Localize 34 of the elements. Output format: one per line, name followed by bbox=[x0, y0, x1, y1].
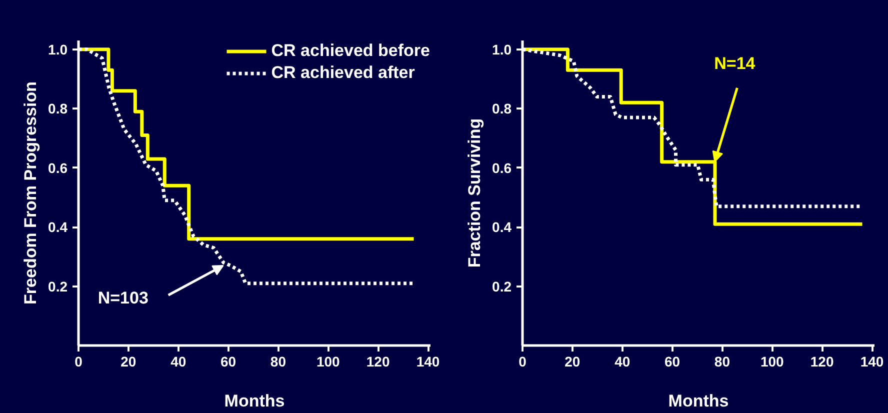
y-tick-label: 0.2 bbox=[48, 278, 68, 294]
x-tick-label: 80 bbox=[270, 354, 286, 370]
y-tick-label: 0.8 bbox=[492, 100, 512, 117]
y-axis-title: Freedom From Progression bbox=[21, 82, 40, 304]
legend-label: CR achieved after bbox=[271, 62, 415, 84]
annotation: N=14 bbox=[714, 54, 756, 74]
x-tick-label: 100 bbox=[760, 354, 784, 370]
y-tick-label: 1.0 bbox=[492, 41, 512, 58]
y-axis-title: Fraction Surviving bbox=[465, 118, 484, 268]
x-tick-label: 120 bbox=[366, 354, 390, 370]
y-tick-label: 0.4 bbox=[492, 219, 512, 236]
annotation: N=103 bbox=[98, 288, 148, 308]
y-tick-label: 0.8 bbox=[48, 100, 68, 117]
y-tick-label: 1.0 bbox=[48, 41, 68, 58]
x-axis-title: Months bbox=[668, 392, 729, 410]
x-tick-label: 20 bbox=[120, 354, 136, 370]
x-tick-label: 140 bbox=[416, 354, 440, 370]
x-tick-label: 40 bbox=[614, 354, 630, 370]
y-tick-label: 0.4 bbox=[48, 219, 68, 236]
x-tick-label: 40 bbox=[170, 354, 186, 370]
legend-label: CR achieved before bbox=[271, 40, 430, 62]
y-tick-label: 0.6 bbox=[48, 160, 68, 176]
x-tick-label: 80 bbox=[714, 354, 730, 370]
x-tick-label: 60 bbox=[220, 354, 236, 370]
y-tick-label: 0.6 bbox=[492, 160, 512, 176]
x-tick-label: 100 bbox=[316, 354, 340, 370]
x-tick-label: 0 bbox=[518, 354, 527, 370]
x-tick-label: 60 bbox=[664, 354, 680, 370]
x-tick-label: 0 bbox=[74, 354, 83, 370]
x-tick-label: 20 bbox=[564, 354, 580, 370]
x-axis-title: Months bbox=[224, 392, 285, 410]
x-tick-label: 140 bbox=[860, 354, 884, 370]
y-tick-label: 0.2 bbox=[492, 278, 512, 294]
x-tick-label: 120 bbox=[810, 354, 834, 370]
